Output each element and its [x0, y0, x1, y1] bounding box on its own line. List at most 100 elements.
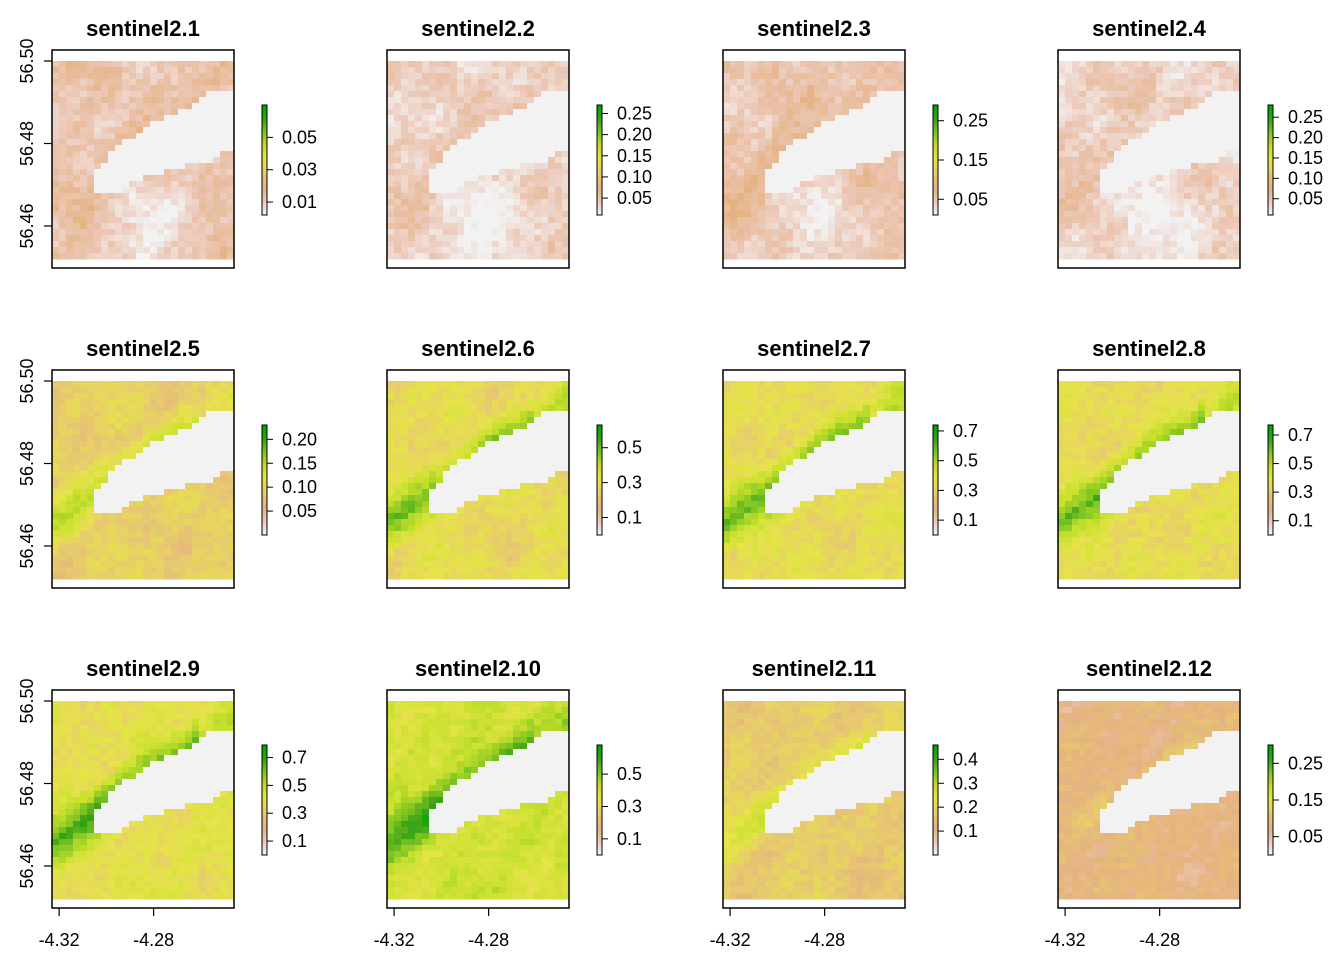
raster-cell: [765, 217, 773, 224]
raster-cell: [422, 399, 430, 406]
raster-cell: [527, 429, 535, 436]
raster-cell: [220, 465, 228, 472]
raster-cell: [213, 103, 221, 110]
raster-cell: [206, 151, 214, 158]
raster-cell: [192, 465, 200, 472]
raster-cell: [199, 435, 207, 442]
raster-cell: [513, 453, 521, 460]
raster-cell: [1212, 157, 1220, 164]
raster-cell: [87, 423, 95, 430]
raster-cell: [485, 79, 493, 86]
raster-cell: [730, 181, 738, 188]
legend-tick-label: 0.15: [1288, 148, 1323, 168]
raster-cell: [786, 73, 794, 80]
raster-cell: [436, 151, 444, 158]
raster-cell: [478, 61, 486, 68]
raster-cell: [52, 405, 60, 412]
raster-cell: [863, 205, 871, 212]
raster-cell: [171, 471, 179, 478]
raster-cell: [94, 229, 102, 236]
raster-cell: [842, 175, 850, 182]
raster-cell: [1086, 133, 1094, 140]
raster-cell: [793, 61, 801, 68]
raster-cell: [450, 175, 458, 182]
raster-cell: [199, 531, 207, 538]
raster-cell: [143, 151, 151, 158]
raster-cell: [185, 495, 193, 502]
raster-cell: [192, 67, 200, 74]
raster-cell: [101, 429, 109, 436]
raster-cell: [220, 453, 228, 460]
raster-cell: [485, 235, 493, 242]
raster-cell: [1198, 133, 1206, 140]
raster-cell: [520, 79, 528, 86]
raster-cell: [478, 381, 486, 388]
raster-cell: [1184, 139, 1192, 146]
raster-cell: [59, 115, 67, 122]
raster-cell: [492, 175, 500, 182]
raster-cell: [87, 193, 95, 200]
raster-cell: [1198, 97, 1206, 104]
legend: 0.200.150.100.05: [262, 425, 317, 536]
raster-cell: [499, 399, 507, 406]
raster-cell: [387, 199, 395, 206]
raster-cell: [199, 127, 207, 134]
raster-cell: [800, 85, 808, 92]
raster-cell: [1135, 121, 1143, 128]
raster-cell: [548, 115, 556, 122]
raster-cell: [828, 151, 836, 158]
raster-cell: [1128, 145, 1136, 152]
raster-cell: [415, 399, 423, 406]
raster-cell: [213, 417, 221, 424]
raster-cell: [401, 387, 409, 394]
raster-cell: [478, 241, 486, 248]
raster-cell: [178, 447, 186, 454]
raster-cell: [157, 531, 165, 538]
raster-cell: [1114, 67, 1122, 74]
raster-cell: [485, 465, 493, 472]
raster-cell: [1198, 205, 1206, 212]
raster-cell: [884, 151, 892, 158]
raster-cell: [555, 447, 563, 454]
raster-cell: [1198, 199, 1206, 206]
raster-cell: [1184, 253, 1192, 260]
raster-cell: [548, 217, 556, 224]
raster-cell: [94, 465, 102, 472]
raster-cell: [1128, 79, 1136, 86]
raster-cell: [108, 127, 116, 134]
raster-cell: [220, 163, 228, 170]
raster-cell: [213, 471, 221, 478]
raster-cell: [842, 229, 850, 236]
raster-cell: [457, 447, 465, 454]
raster-cell: [828, 133, 836, 140]
raster-cell: [1107, 169, 1115, 176]
raster-cell: [66, 211, 74, 218]
raster-cell: [136, 73, 144, 80]
raster-cell: [1205, 157, 1213, 164]
raster-cell: [66, 235, 74, 242]
raster-cell: [863, 169, 871, 176]
raster-cell: [178, 555, 186, 562]
raster-cell: [129, 495, 137, 502]
raster-cell: [1100, 205, 1108, 212]
raster-cell: [129, 429, 137, 436]
raster-cell: [143, 91, 151, 98]
raster-cell: [122, 483, 130, 490]
raster-cell: [1121, 199, 1129, 206]
raster-cell: [1156, 91, 1164, 98]
raster-cell: [199, 115, 207, 122]
raster-cell: [457, 405, 465, 412]
raster-cell: [849, 109, 857, 116]
raster-cell: [206, 133, 214, 140]
raster-cell: [401, 411, 409, 418]
raster-cell: [387, 441, 395, 448]
raster-cell: [192, 121, 200, 128]
raster-cell: [122, 477, 130, 484]
raster-cell: [415, 229, 423, 236]
raster-cell: [115, 223, 123, 230]
raster-cell: [1177, 73, 1185, 80]
raster-cell: [1170, 193, 1178, 200]
raster-cell: [786, 127, 794, 134]
raster-cell: [101, 489, 109, 496]
raster-cell: [499, 453, 507, 460]
